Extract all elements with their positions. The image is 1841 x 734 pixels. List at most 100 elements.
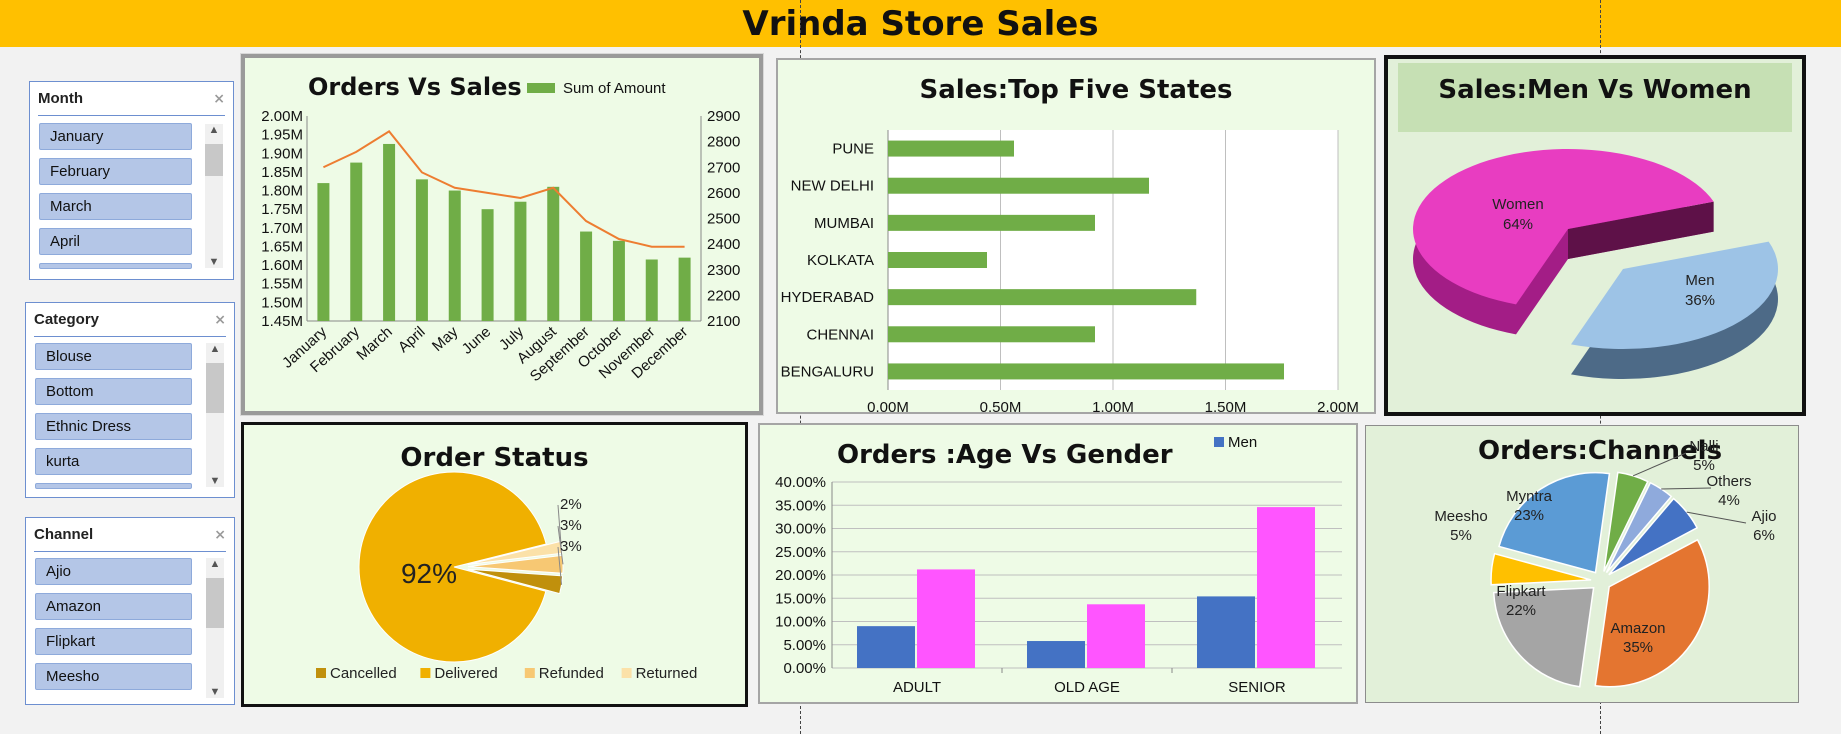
y-tick-label: BENGALURU xyxy=(781,363,874,380)
scrollbar[interactable]: ▲ ▼ xyxy=(206,558,224,698)
scroll-down-icon[interactable]: ▼ xyxy=(208,256,220,268)
leader-line xyxy=(557,504,562,548)
slicer-item[interactable]: Blouse xyxy=(35,343,192,370)
slicer-item[interactable]: January xyxy=(39,123,192,150)
men-vs-women-panel[interactable]: Sales:Men Vs Women Women 64% Men 36% xyxy=(1384,55,1806,416)
x-tick-label: 1.50M xyxy=(1205,399,1247,412)
slicer-item[interactable]: Meesho xyxy=(35,663,192,690)
clear-filter-icon[interactable]: ⨯ xyxy=(214,311,226,327)
slice xyxy=(467,554,564,574)
orders-vs-sales-panel[interactable]: Orders Vs Sales 1.45M 1.50M 1.55M 1.60M 1.65… xyxy=(240,53,764,416)
slicer-item[interactable]: April xyxy=(39,228,192,255)
slicer-item[interactable]: March xyxy=(39,193,192,220)
scroll-up-icon[interactable]: ▲ xyxy=(209,343,221,355)
slicer-item[interactable]: Flipkart xyxy=(35,628,192,655)
top-states-chart: 0.00M 0.50M 1.00M 1.50M 2.00M PUNE NEW DELHI MU… xyxy=(781,130,1359,412)
bar xyxy=(448,190,461,321)
chart-title: Orders :Age Vs Gender xyxy=(837,440,1173,470)
y-tick-label: 5.00% xyxy=(783,637,826,654)
slicer-channel[interactable]: Channel ⨯ Ajio Amazon Flipkart Meesho ▲ ▼ xyxy=(25,517,235,705)
y-tick-label: 1.80M xyxy=(261,183,303,200)
scrollbar[interactable]: ▲ ▼ xyxy=(206,343,224,487)
scroll-down-icon[interactable]: ▼ xyxy=(209,686,221,698)
slicer-item-partial xyxy=(35,483,192,489)
y-tick-label: 1.55M xyxy=(261,276,303,293)
slice-value-label: 36% xyxy=(1685,292,1715,309)
chart-title: Order Status xyxy=(400,443,589,473)
slicer-category[interactable]: Category ⨯ Blouse Bottom Ethnic Dress kur… xyxy=(25,302,235,498)
slice-label: Amazon xyxy=(1610,620,1665,637)
y2-tick-label: 2400 xyxy=(707,236,740,253)
x-tick-label: OLD AGE xyxy=(1054,679,1120,696)
bar xyxy=(514,201,527,321)
scroll-up-icon[interactable]: ▲ xyxy=(208,124,220,136)
slice-value-label: 64% xyxy=(1503,216,1533,233)
slicer-month[interactable]: Month ⨯ January February March April ▲ ▼ xyxy=(29,81,234,280)
scrollbar-thumb[interactable] xyxy=(206,578,224,628)
age-vs-gender-chart: 0.00% 5.00% 10.00% 15.00% 20.00% 25.00% 30.00%… xyxy=(775,434,1342,696)
y2-tick-label: 2900 xyxy=(707,108,740,125)
y-tick-label: 1.75M xyxy=(261,201,303,218)
y-tick-label: 2.00M xyxy=(261,108,303,125)
bar xyxy=(888,363,1284,380)
scrollbar-thumb[interactable] xyxy=(206,363,224,413)
channels-chart: Amazon 35% Flipkart 22% Meesho 5% Myntra 23% Nal… xyxy=(1434,438,1777,688)
orders-line xyxy=(322,130,685,248)
scroll-up-icon[interactable]: ▲ xyxy=(209,558,221,570)
x-tick-label: March xyxy=(353,323,395,364)
bar xyxy=(580,231,593,321)
leader-line xyxy=(1661,487,1712,490)
slicer-item[interactable]: Bottom xyxy=(35,378,192,405)
slicer-item[interactable]: Ajio xyxy=(35,558,192,585)
x-tick-label: SENIOR xyxy=(1228,679,1286,696)
bar xyxy=(888,289,1197,306)
legend-label: Men xyxy=(1228,434,1257,451)
channels-panel[interactable]: Orders:Channels Amazon 35% Flipkart 22% Mees… xyxy=(1365,425,1799,703)
bar xyxy=(888,326,1095,343)
slice-value-label: 92% xyxy=(401,558,457,589)
legend-label: Sum of Amount xyxy=(563,80,666,97)
clear-filter-icon[interactable]: ⨯ xyxy=(214,526,226,542)
scrollbar-thumb[interactable] xyxy=(205,144,223,176)
bar-men xyxy=(1197,596,1255,668)
slice xyxy=(1594,538,1710,688)
bar xyxy=(547,186,560,321)
slicer-item[interactable]: February xyxy=(39,158,192,185)
chart-title: Orders:Channels xyxy=(1478,436,1723,466)
bar xyxy=(645,259,658,321)
x-tick-label: May xyxy=(429,323,462,355)
legend-swatch xyxy=(316,668,326,678)
chart-title-band xyxy=(1398,63,1792,132)
top-states-panel[interactable]: Sales:Top Five States 0.00M 0.50M 1.00M 1.5… xyxy=(776,58,1376,414)
y-tick-label: 1.50M xyxy=(261,294,303,311)
y-tick-label: 1.85M xyxy=(261,164,303,181)
women-slice-wall xyxy=(1568,201,1714,259)
x-tick-label: 0.00M xyxy=(867,399,909,412)
scroll-down-icon[interactable]: ▼ xyxy=(209,475,221,487)
slicer-item[interactable]: Ethnic Dress xyxy=(35,413,192,440)
y-tick-label: 1.95M xyxy=(261,127,303,144)
slice-value-label: 6% xyxy=(1753,527,1775,544)
y-tick-label: 0.00% xyxy=(783,660,826,677)
clear-filter-icon[interactable]: ⨯ xyxy=(213,90,225,106)
leader-line xyxy=(1686,511,1747,524)
y-tick-label: 10.00% xyxy=(775,614,826,631)
y-tick-label: 1.65M xyxy=(261,238,303,255)
chart-title: Orders Vs Sales xyxy=(308,73,522,101)
slicer-item[interactable]: Amazon xyxy=(35,593,192,620)
y-tick-label: CHENNAI xyxy=(806,326,874,343)
slice-value-label: 22% xyxy=(1506,602,1536,619)
bar xyxy=(888,252,987,268)
y2-tick-label: 2100 xyxy=(707,313,740,330)
slicer-item[interactable]: kurta xyxy=(35,448,192,475)
leader-line xyxy=(1632,452,1687,477)
age-vs-gender-panel[interactable]: Orders :Age Vs Gender 0.00% 5.00% 10.00% 15… xyxy=(758,423,1358,704)
slice-label: Men xyxy=(1685,272,1714,289)
order-status-panel[interactable]: Order Status 92% 2% 3% 3% Cancelled Delivered… xyxy=(241,422,748,707)
slice-value-label: 3% xyxy=(560,517,582,534)
slicer-title: Channel xyxy=(34,526,94,543)
scrollbar[interactable]: ▲ ▼ xyxy=(205,124,223,268)
slice-label: Others xyxy=(1706,473,1751,490)
leader-line xyxy=(557,546,563,585)
slice-label: Ajio xyxy=(1751,508,1776,525)
